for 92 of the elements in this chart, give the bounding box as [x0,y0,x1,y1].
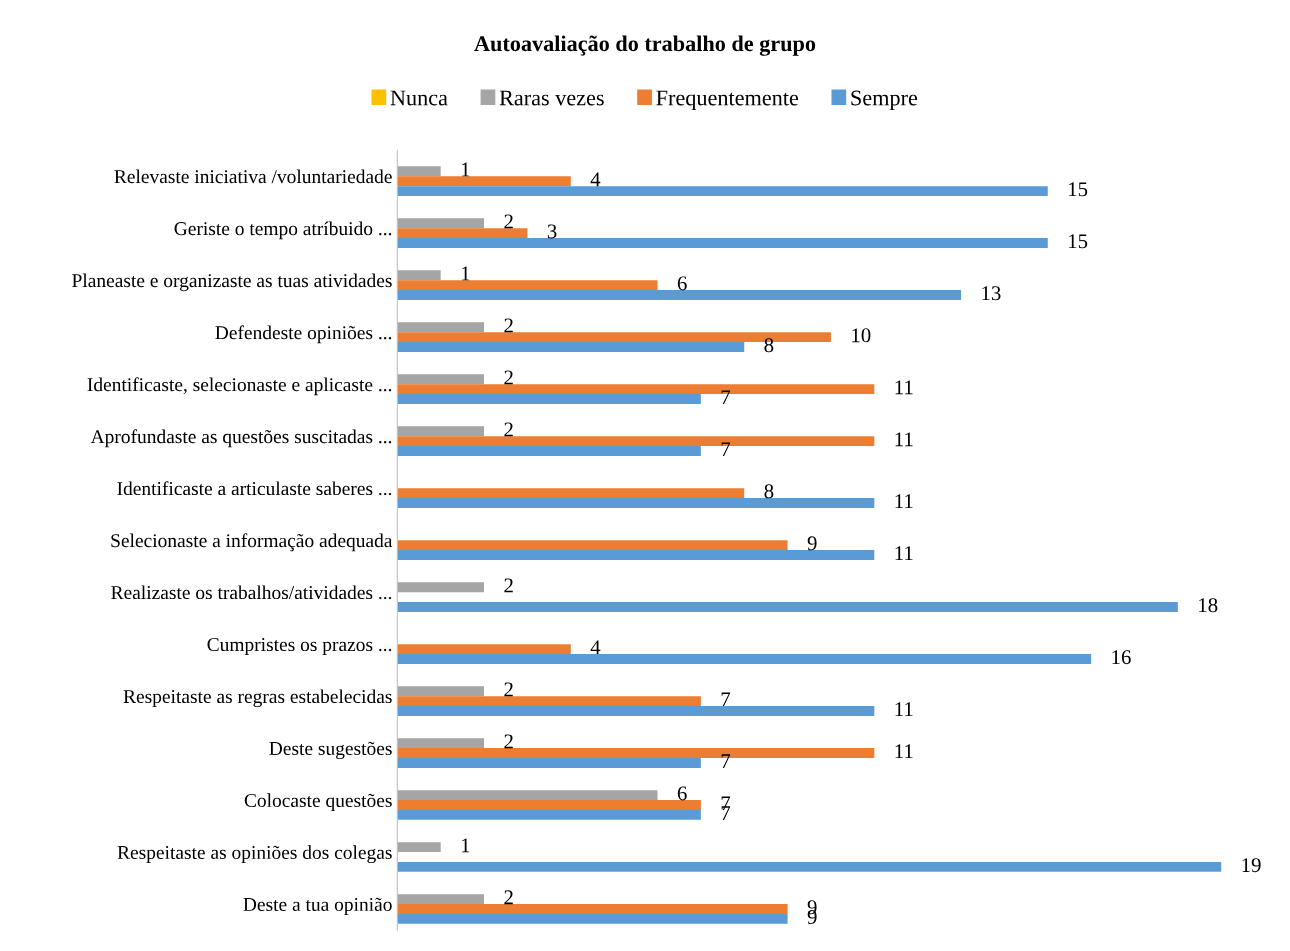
y-tick-label: Colocaste questões [244,793,392,811]
y-tick-label: Geriste o tempo atríbuido ... [174,221,392,240]
bar [397,218,485,229]
bar [397,166,441,177]
bar [397,280,658,291]
data-label: 2 [504,318,513,333]
data-label: 9 [807,536,817,551]
bar [397,290,962,300]
data-label: 10 [852,328,871,343]
data-label: 15 [1069,234,1088,249]
data-label: 11 [895,432,913,447]
legend-label: Sempre [851,90,918,110]
bar [397,654,1092,664]
data-label: 2 [504,578,513,593]
bar [397,904,788,914]
data-label: 2 [504,682,513,697]
data-label: 15 [1069,182,1088,197]
y-tick-label: Selecionaste a informação adequada [111,533,393,552]
data-label: 19 [1242,858,1261,873]
bar [397,913,788,924]
data-label: 2 [504,370,513,385]
bar [397,550,875,560]
bar [397,602,1178,612]
bar [397,894,485,905]
bar [397,861,1222,872]
bar [397,809,701,820]
data-label: 11 [895,380,913,395]
y-tick-label: Cumpristes os prazos ... [207,638,392,656]
legend-label: Nunca [390,90,448,106]
bar [397,582,485,593]
bar [397,228,528,239]
data-label: 11 [895,744,913,759]
y-tick-label: Planeaste e organizaste as tuas atividades [72,273,392,292]
bar [397,238,1048,248]
chart-title: Autoavaliação do trabalho de grupo [474,35,816,56]
y-tick-label: Identificaste, selecionaste e aplicaste ... [87,377,392,396]
bar [397,426,485,437]
bar [397,488,745,499]
data-label: 2 [504,214,513,229]
data-label: 6 [677,786,687,801]
bar [397,738,485,749]
y-tick-label: Identificaste a articulaste saberes ... [117,481,392,496]
data-label: 7 [721,390,731,405]
y-tick-label: Realizaste os trabalhos/atividades ... [111,585,392,600]
bar [397,270,441,281]
bar [397,540,788,551]
bar [397,758,701,768]
bar [397,706,875,716]
y-tick-label: Relevaste iniciativa /voluntariedade [114,169,392,184]
bar [397,644,571,655]
data-label: 11 [895,494,913,509]
bar [397,176,571,187]
bar [397,696,701,707]
data-label: 6 [677,276,687,291]
data-label: 7 [721,754,731,768]
data-label: 2 [504,422,513,437]
bar [397,790,658,801]
data-label: 2 [504,890,513,905]
data-label: 7 [721,692,731,707]
data-label: 11 [895,702,913,716]
data-label: 3 [547,224,557,239]
bar [397,498,875,508]
y-tick-label: Deste a tua opinião [243,897,392,915]
data-label: 8 [764,484,774,499]
data-label: 8 [764,338,774,353]
data-label: 13 [982,286,1001,301]
bar [397,800,701,810]
data-label: 1 [461,266,470,281]
data-label: 7 [721,442,731,457]
y-tick-label: Respeitaste as regras estabelecidas [123,689,392,708]
data-label: 1 [461,162,470,177]
bar [397,322,485,333]
bar [397,394,701,404]
data-label: 18 [1199,598,1218,613]
y-tick-label: Aprofundaste as questões suscitadas ... [90,429,392,448]
legend-label: Frequentemente [656,90,799,110]
bar [397,686,485,697]
bar [397,446,701,456]
data-label: 4 [590,640,601,655]
data-label: 2 [504,734,513,749]
y-tick-label: Defendeste opiniões ... [215,325,392,344]
data-label: 1 [461,838,470,853]
legend-label: Raras vezes [499,90,604,106]
data-label: 11 [895,546,913,560]
bar [397,374,485,385]
bar [397,186,1048,197]
data-label: 16 [1112,650,1131,665]
y-tick-label: Deste sugestões [269,741,392,760]
data-label: 4 [590,172,601,187]
y-tick-label: Respeitaste as opiniões dos colegas [117,845,392,864]
bar [397,842,441,853]
bar [397,342,745,352]
